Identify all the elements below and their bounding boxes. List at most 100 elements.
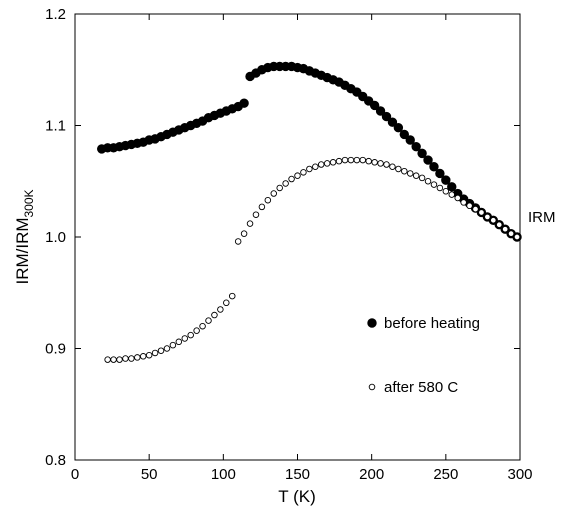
data-point-after-580c [151, 349, 159, 357]
data-point-after-580c [181, 335, 189, 342]
x-axis-ticks: 0 50 100 150 200 250 300 [71, 14, 533, 483]
data-point-after-580c [377, 160, 384, 167]
data-point-before-heating [239, 98, 249, 108]
data-point-before-heating [375, 106, 386, 116]
y-axis-ticks: 0.8 0.9 1.0 1.1 1.2 [45, 6, 520, 469]
data-point-after-580c [359, 156, 367, 164]
data-point-after-580c [234, 238, 242, 245]
data-point-after-580c [300, 169, 307, 176]
data-point-after-580c [395, 165, 402, 173]
data-point-after-580c [490, 217, 497, 224]
data-point-after-580c [501, 225, 509, 233]
data-point-after-580c [116, 356, 123, 363]
data-point-after-580c [335, 157, 343, 165]
data-point-after-580c [317, 161, 325, 168]
data-point-after-580c [454, 194, 461, 202]
data-point-after-580c [128, 355, 135, 362]
y-tick-label: 0.9 [45, 341, 66, 358]
data-point-after-580c [478, 209, 485, 216]
data-point-after-580c [122, 355, 129, 362]
data-point-after-580c [110, 356, 117, 363]
data-point-after-580c [312, 163, 319, 171]
data-point-after-580c [104, 356, 111, 363]
y-tick-label: 1.2 [45, 6, 66, 23]
data-point-after-580c [460, 199, 467, 206]
data-point-before-heating [381, 111, 392, 122]
data-point-after-580c [371, 159, 378, 166]
legend-label-before-heating: before heating [384, 315, 480, 332]
data-point-after-580c [353, 156, 361, 164]
data-point-before-heating [429, 162, 439, 172]
data-point-after-580c [193, 327, 200, 334]
y-tick-label: 1.0 [45, 229, 66, 246]
data-point-after-580c [495, 221, 503, 228]
data-point-after-580c [240, 230, 248, 237]
data-point-before-heating [405, 135, 415, 145]
x-tick-label: 150 [285, 466, 310, 483]
data-point-before-heating [435, 168, 445, 179]
y-axis-label-main: IRM/IRM [13, 217, 32, 284]
data-point-before-heating [393, 123, 404, 133]
data-point-after-580c [306, 165, 313, 173]
data-point-after-580c [163, 345, 171, 352]
series-before-heating [97, 61, 522, 242]
data-point-after-580c [466, 202, 473, 210]
data-point-after-580c [347, 156, 355, 164]
data-point-after-580c [412, 172, 420, 179]
data-point-after-580c [294, 172, 301, 179]
y-tick-label: 1.1 [45, 118, 66, 135]
data-point-after-580c [270, 190, 278, 197]
data-point-before-heating [417, 148, 427, 159]
data-point-after-580c [139, 353, 147, 360]
data-point-after-580c [424, 177, 432, 185]
x-tick-label: 0 [71, 466, 79, 483]
data-point-after-580c [199, 322, 206, 330]
legend-marker-after-580c [368, 383, 376, 391]
data-point-after-580c [169, 341, 177, 349]
data-point-before-heating [423, 155, 433, 165]
data-point-after-580c [472, 205, 479, 213]
data-point-after-580c [401, 167, 408, 175]
x-tick-label: 200 [359, 466, 384, 483]
data-point-after-580c [418, 174, 426, 182]
data-point-after-580c [276, 184, 283, 192]
y-axis-label: IRM/IRM300K [13, 189, 36, 284]
data-point-after-580c [448, 191, 456, 198]
data-point-after-580c [507, 230, 515, 237]
data-point-after-580c [211, 311, 218, 319]
irm-annotation: IRM [528, 209, 556, 226]
legend-marker-before-heating [367, 318, 377, 328]
data-point-after-580c [264, 196, 272, 204]
data-point-after-580c [205, 317, 212, 324]
data-point-before-heating [387, 117, 398, 127]
x-tick-label: 100 [211, 466, 236, 483]
data-point-after-580c [484, 213, 491, 221]
data-point-before-heating [441, 175, 451, 185]
data-point-after-580c [383, 161, 390, 168]
legend-label-after-580c: after 580 C [384, 379, 458, 396]
data-point-after-580c [436, 184, 444, 192]
series-after-580c [104, 156, 521, 363]
data-point-after-580c [288, 175, 295, 183]
data-point-after-580c [365, 157, 372, 165]
data-point-after-580c [187, 331, 194, 339]
data-point-after-580c [246, 220, 254, 227]
data-point-before-heating [447, 182, 457, 192]
data-point-after-580c [258, 203, 266, 211]
data-point-after-580c [329, 159, 337, 166]
x-tick-label: 50 [141, 466, 158, 483]
data-point-after-580c [228, 292, 236, 300]
data-point-after-580c [252, 211, 260, 218]
data-point-after-580c [341, 156, 349, 164]
x-axis-label: T (K) [278, 487, 315, 506]
data-point-after-580c [442, 188, 450, 195]
y-axis-label-subscript: 300K [22, 189, 36, 217]
data-point-after-580c [513, 233, 521, 241]
x-tick-label: 300 [507, 466, 532, 483]
data-point-after-580c [430, 181, 438, 188]
legend: before heating after 580 C [367, 315, 480, 396]
data-point-after-580c [282, 180, 289, 187]
y-tick-label: 0.8 [45, 452, 66, 469]
